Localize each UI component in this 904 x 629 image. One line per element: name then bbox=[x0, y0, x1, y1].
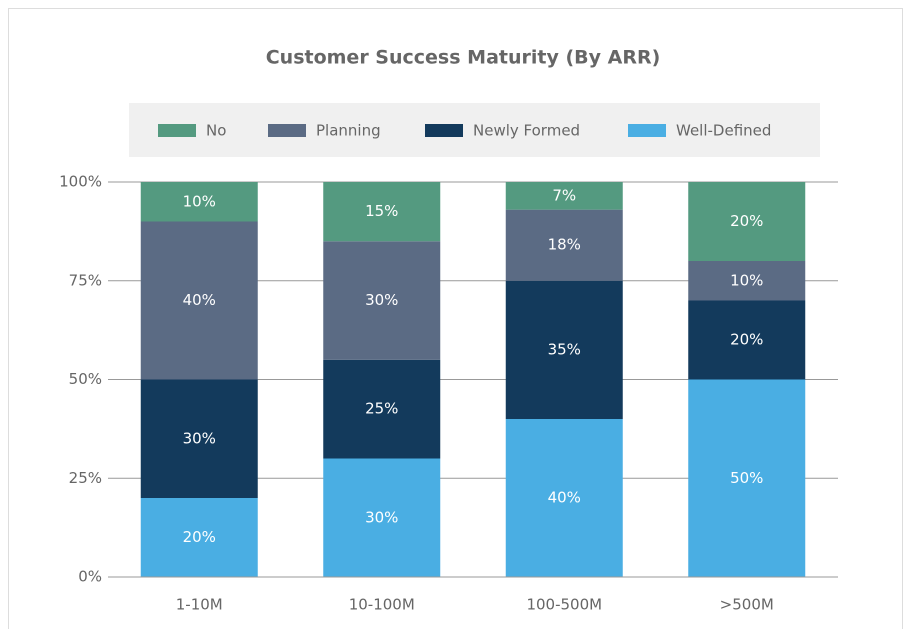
data-label: 25% bbox=[365, 400, 398, 418]
legend-label: Newly Formed bbox=[473, 122, 580, 140]
y-tick-label: 50% bbox=[69, 370, 102, 388]
bar-segment bbox=[505, 419, 623, 577]
bar-segment bbox=[688, 261, 806, 301]
legend-swatch bbox=[268, 124, 306, 137]
data-label: 20% bbox=[730, 212, 763, 230]
legend-label: Well-Defined bbox=[676, 122, 771, 140]
bar-segment bbox=[688, 379, 806, 577]
bar-segment bbox=[140, 182, 258, 222]
data-label: 10% bbox=[730, 271, 763, 289]
data-label: 40% bbox=[548, 489, 581, 507]
bar-segment bbox=[140, 379, 258, 498]
legend-box bbox=[129, 103, 820, 157]
data-label: 18% bbox=[548, 236, 581, 254]
data-label: 7% bbox=[552, 186, 576, 204]
data-label: 40% bbox=[183, 291, 216, 309]
bar-segment bbox=[140, 221, 258, 380]
bar-segment bbox=[505, 280, 623, 419]
bar-segment bbox=[688, 182, 806, 261]
bar-segment bbox=[323, 359, 441, 459]
x-tick-label: 10-100M bbox=[349, 596, 415, 614]
legend-label: Planning bbox=[316, 122, 381, 140]
data-label: 30% bbox=[365, 508, 398, 526]
data-label: 15% bbox=[365, 202, 398, 220]
bar-segment bbox=[323, 458, 441, 577]
bar-segment bbox=[505, 209, 623, 281]
bar-segment bbox=[140, 498, 258, 577]
bar-segment bbox=[505, 182, 623, 210]
x-tick-label: 1-10M bbox=[176, 596, 223, 614]
data-label: 30% bbox=[365, 291, 398, 309]
legend-swatch bbox=[628, 124, 666, 137]
legend-swatch bbox=[425, 124, 463, 137]
y-tick-label: 0% bbox=[78, 568, 102, 586]
data-label: 10% bbox=[183, 192, 216, 210]
x-tick-label: >500M bbox=[720, 596, 774, 614]
bar-segment bbox=[323, 241, 441, 360]
y-tick-label: 25% bbox=[69, 469, 102, 487]
x-tick-label: 100-500M bbox=[526, 596, 602, 614]
data-label: 20% bbox=[183, 528, 216, 546]
legend-label: No bbox=[206, 122, 226, 140]
data-label: 30% bbox=[183, 429, 216, 447]
y-tick-label: 75% bbox=[69, 271, 102, 289]
data-label: 50% bbox=[730, 469, 763, 487]
bar-segment bbox=[688, 300, 806, 380]
chart-title: Customer Success Maturity (By ARR) bbox=[266, 47, 661, 69]
y-tick-label: 100% bbox=[59, 173, 102, 191]
data-label: 20% bbox=[730, 331, 763, 349]
legend-swatch bbox=[158, 124, 196, 137]
data-label: 35% bbox=[548, 340, 581, 358]
bar-segment bbox=[323, 182, 441, 242]
